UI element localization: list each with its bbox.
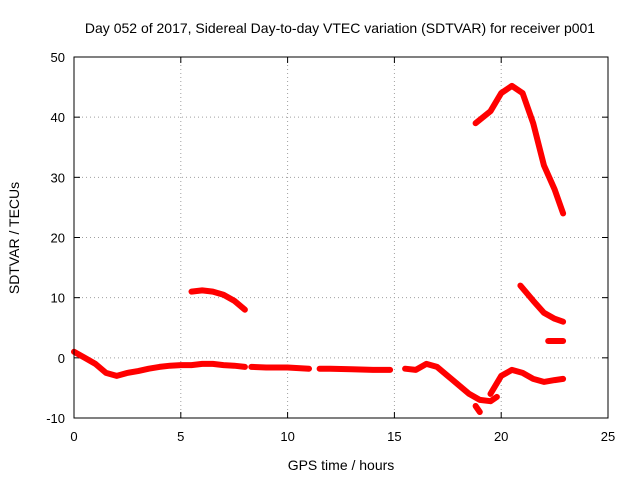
series-layer: [71, 82, 567, 415]
series-line-segment-4: [402, 360, 500, 405]
series-line-segment-7: [188, 287, 248, 313]
series-line-segment-5: [472, 403, 483, 415]
series-line-segment-2: [248, 363, 312, 372]
tick-layer: 0 5 10 15 20 25 -10 0 10 20 30 40 50: [46, 50, 615, 444]
x-tick-label: 5: [177, 429, 184, 444]
x-tick-label: 20: [494, 429, 508, 444]
plot-frame: [73, 56, 609, 419]
y-tick-label: 0: [58, 351, 65, 366]
grid-layer: [74, 57, 608, 418]
chart-title: Day 052 of 2017, Sidereal Day-to-day VTE…: [85, 20, 595, 36]
y-tick-label: -10: [46, 411, 65, 426]
series-line-segment-6: [487, 366, 567, 397]
y-tick-label: 40: [51, 110, 65, 125]
x-axis-label: GPS time / hours: [288, 457, 395, 473]
series-line-segment-9: [517, 282, 567, 325]
y-axis-label: SDTVAR / TECUs: [6, 182, 22, 294]
y-tick-label: 50: [51, 50, 65, 65]
y-tick-label: 20: [51, 231, 65, 246]
y-tick-label: 30: [51, 170, 65, 185]
y-tick-label: 10: [51, 291, 65, 306]
x-tick-label: 25: [601, 429, 615, 444]
x-tick-label: 0: [70, 429, 77, 444]
series-line-segment-8: [472, 82, 567, 217]
x-tick-label: 15: [387, 429, 401, 444]
series-line-segment-3: [316, 365, 394, 373]
series-line-segment-1: [71, 348, 248, 379]
x-tick-label: 10: [280, 429, 294, 444]
